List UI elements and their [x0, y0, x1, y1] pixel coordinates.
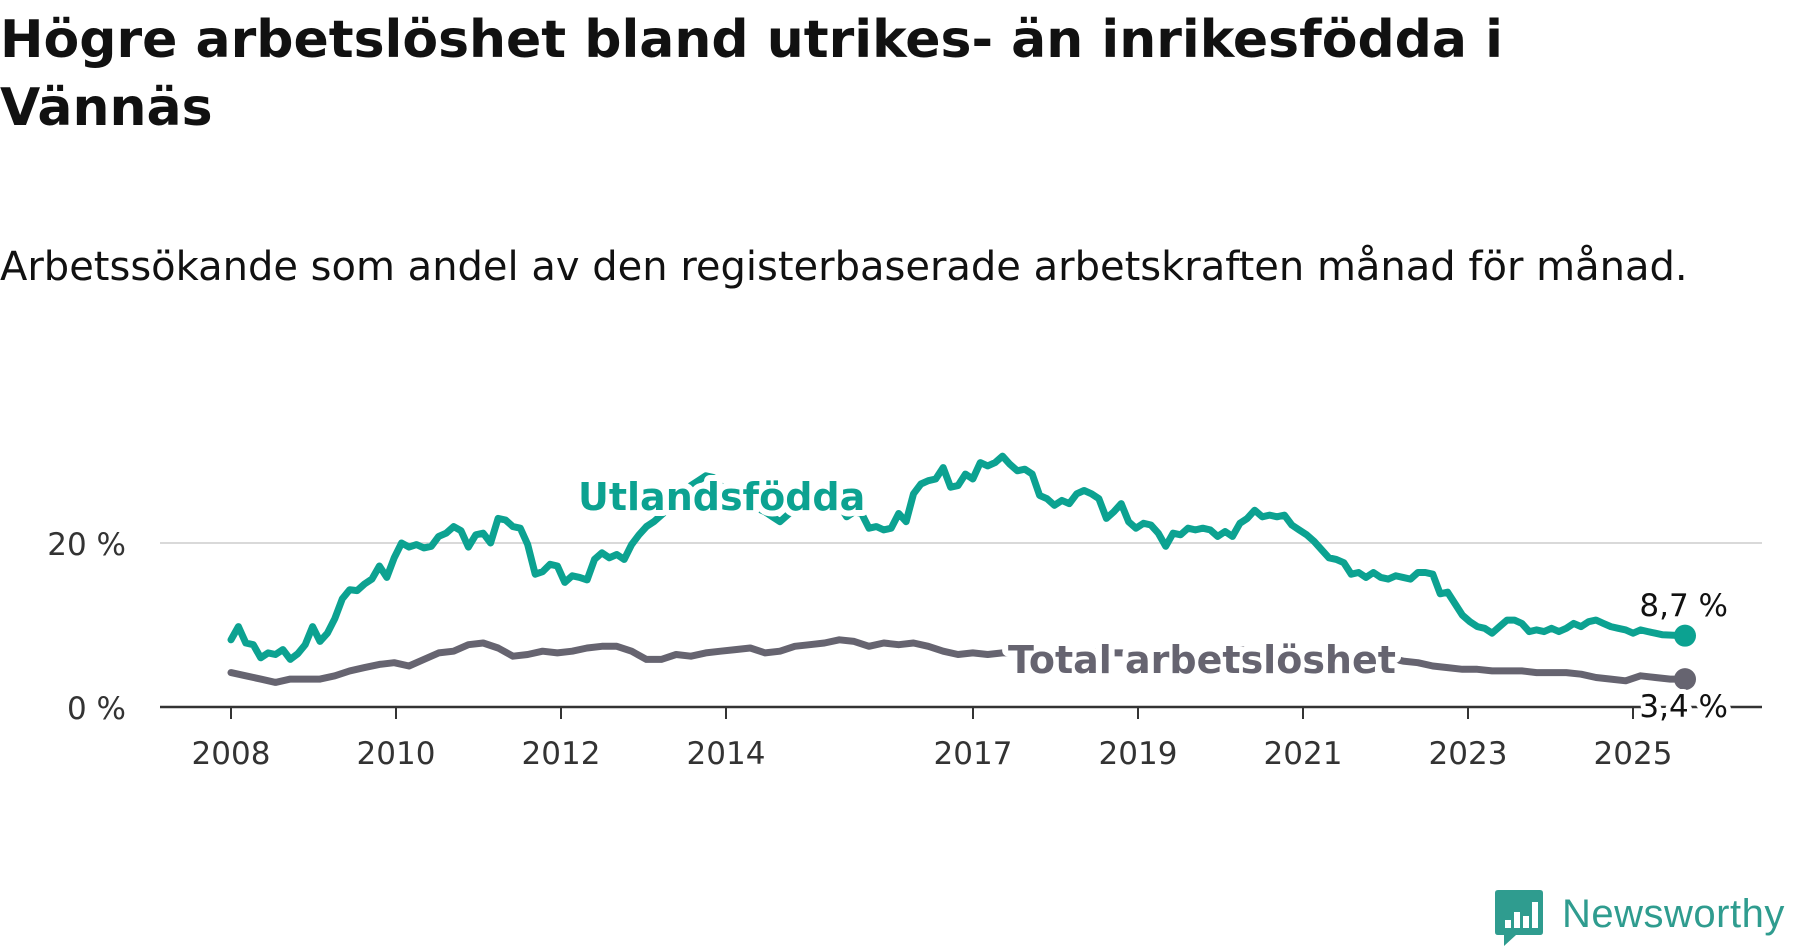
series-label-utlandsfodda-halo: Utlandsfödda — [578, 475, 865, 519]
x-tick-label: 2021 — [1264, 736, 1343, 772]
line-chart: 2008 2010 2012 2014 2017 2019 2021 2023 2025 0 %… — [47, 452, 1762, 772]
brand-name: Newsworthy — [1562, 892, 1785, 936]
x-tick-label: 2023 — [1429, 736, 1508, 772]
x-axis: 2008 2010 2012 2014 2017 2019 2021 2023 2025 — [160, 705, 1762, 772]
series-group — [227, 452, 1696, 691]
x-tick-label: 2014 — [687, 736, 766, 772]
series-label-total-halo: Total arbetslöshet — [1008, 638, 1396, 682]
end-label-utlandsfodda-halo: 8,7 % — [1639, 588, 1728, 624]
x-tick-label: 2008 — [192, 736, 271, 772]
series-line-utlandsfodda — [227, 452, 1689, 663]
x-tick-label: 2019 — [1099, 736, 1178, 772]
series-label-total: Total arbetslöshet — [1008, 638, 1396, 682]
end-label-total-halo: 3,4 % — [1639, 689, 1728, 725]
x-tick-label: 2025 — [1594, 736, 1673, 772]
x-tick-label: 2017 — [934, 736, 1013, 772]
series-line-total — [227, 636, 1689, 686]
y-tick-label: 0 % — [67, 691, 126, 727]
series-label-utlandsfodda: Utlandsfödda — [578, 475, 865, 519]
y-tick-label: 20 % — [47, 527, 126, 563]
newsworthy-logo: Newsworthy — [1494, 888, 1800, 948]
x-tick-label: 2010 — [357, 736, 436, 772]
end-point-total — [1674, 668, 1696, 691]
y-axis: 0 % 20 % — [47, 527, 126, 727]
chart-subtitle: Arbetssökande som andel av den registerb… — [0, 244, 1688, 290]
bar-chart-speech-bubble-icon — [1495, 890, 1543, 946]
end-label-total: 3,4 % — [1639, 689, 1728, 725]
chart-title: Högre arbetslöshet bland utrikes- än inr… — [0, 10, 1503, 138]
end-point-utlandsfodda — [1674, 624, 1696, 647]
end-label-utlandsfodda: 8,7 % — [1639, 588, 1728, 624]
x-tick-label: 2012 — [522, 736, 601, 772]
